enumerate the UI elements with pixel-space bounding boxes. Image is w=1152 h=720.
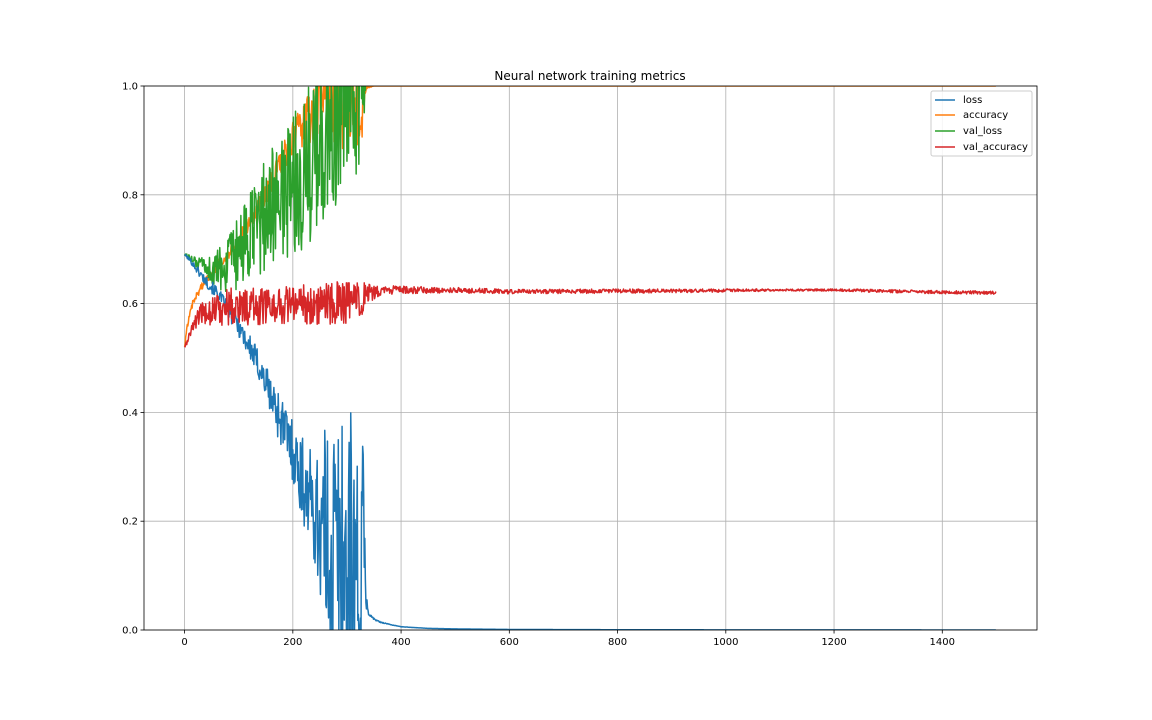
chart-title: Neural network training metrics	[494, 69, 685, 83]
legend-label-loss: loss	[963, 95, 982, 106]
x-tick-label: 800	[608, 637, 627, 648]
series-line-val-loss	[183, 86, 367, 293]
y-tick-label: 0.0	[122, 626, 138, 637]
y-tick-label: 0.6	[122, 299, 138, 310]
x-tick-label: 0	[181, 637, 187, 648]
x-tick-label: 200	[283, 637, 302, 648]
legend: loss accuracy val_loss val_accuracy	[930, 90, 1033, 157]
legend-label-accuracy: accuracy	[963, 110, 1008, 121]
y-tick-label: 0.8	[122, 190, 138, 201]
plot-frame	[143, 85, 1038, 631]
grid-lines	[144, 85, 1037, 631]
x-tick-label: 400	[392, 637, 411, 648]
y-tick-label: 0.4	[122, 408, 138, 419]
legend-label-val-accuracy: val_accuracy	[963, 142, 1028, 153]
x-tick-label: 1400	[930, 637, 955, 648]
x-tick-label: 600	[500, 637, 519, 648]
legend-label-val-loss: val_loss	[963, 126, 1002, 137]
legend-box	[930, 90, 1033, 157]
x-tick-label: 1000	[713, 637, 738, 648]
series-line-val-accuracy	[183, 281, 997, 348]
y-tick-label: 0.2	[122, 517, 138, 528]
y-tick-label: 1.0	[122, 82, 138, 93]
axis-ticks: 0 200 400 600 800 1000 1200 1400 0.0 0.2 0.4 0.6 0.8…	[122, 82, 955, 649]
x-tick-label: 1200	[821, 637, 846, 648]
